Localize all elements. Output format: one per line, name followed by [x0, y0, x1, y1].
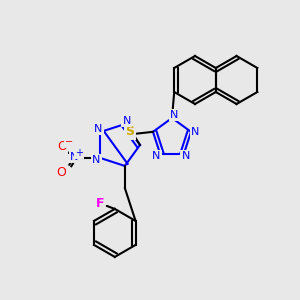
Text: N: N [92, 155, 100, 165]
Text: O: O [57, 140, 67, 153]
Text: −: − [65, 137, 73, 147]
Text: N: N [191, 127, 199, 137]
Text: N: N [70, 152, 78, 162]
Text: N: N [152, 151, 160, 161]
Text: N: N [182, 151, 190, 161]
Text: N: N [123, 116, 131, 126]
Text: S: S [125, 125, 134, 138]
Text: N: N [94, 124, 102, 134]
Text: +: + [75, 148, 83, 158]
Text: O: O [56, 167, 66, 179]
Text: F: F [95, 197, 104, 210]
Text: N: N [170, 110, 178, 120]
